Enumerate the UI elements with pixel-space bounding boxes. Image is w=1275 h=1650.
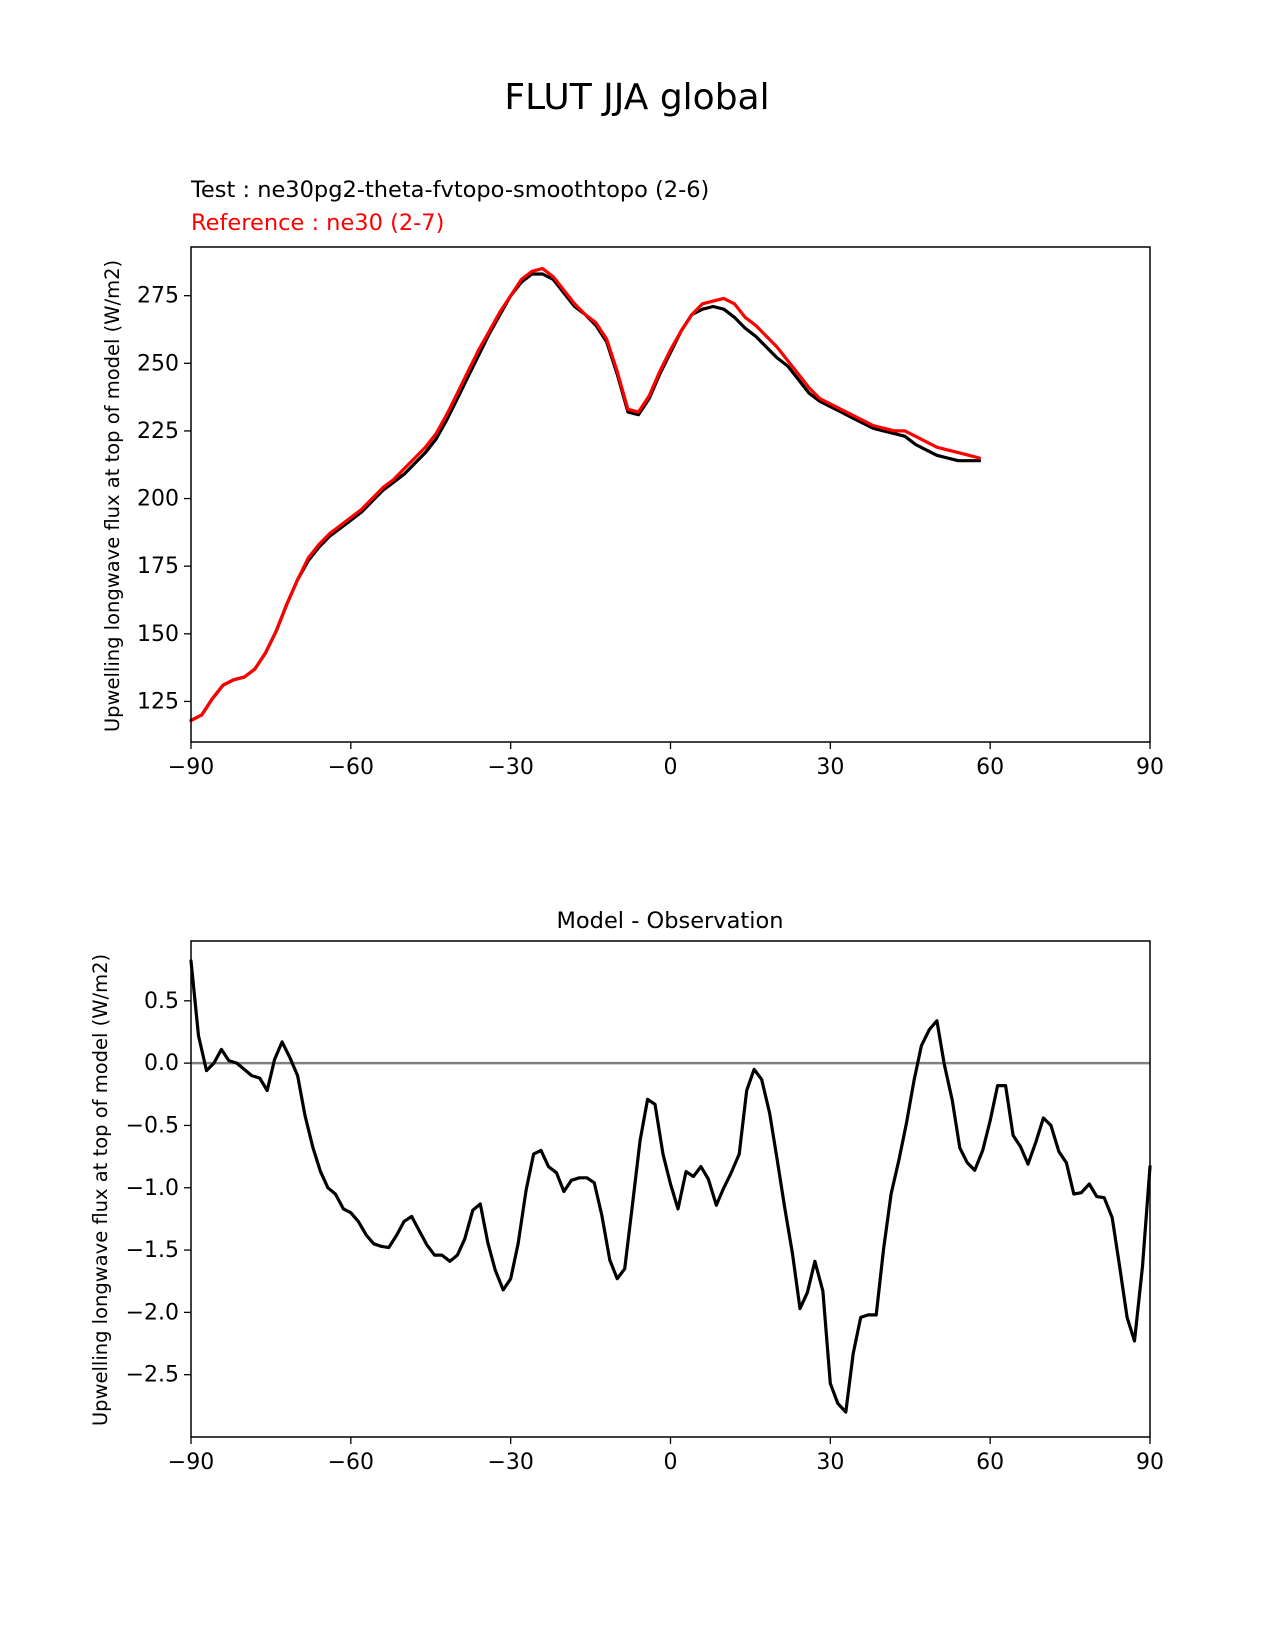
y-tick-label: 250	[137, 351, 179, 376]
y-tick-label: −0.5	[126, 1113, 179, 1138]
y-tick-label: 225	[137, 419, 179, 444]
y-axis-label: Upwelling longwave flux at top of model …	[101, 260, 124, 732]
x-tick-label: 30	[816, 755, 844, 780]
series-line-difference	[189, 959, 1152, 1414]
y-tick-label: 275	[137, 284, 179, 309]
y-tick-label: 0.5	[144, 989, 179, 1014]
x-tick-label: 0	[664, 1450, 678, 1475]
x-tick-label: −90	[168, 1450, 214, 1475]
x-tick-label: 90	[1136, 755, 1164, 780]
y-tick-label: 0.0	[144, 1051, 179, 1076]
x-tick-label: −30	[487, 755, 533, 780]
x-tick-label: 90	[1136, 1450, 1164, 1475]
panel-top-chart: Test : ne30pg2-theta-fvtopo-smoothtopo (…	[101, 177, 1164, 780]
y-tick-label: 175	[137, 554, 179, 579]
series-layer	[189, 267, 982, 723]
x-tick-label: −60	[328, 1450, 374, 1475]
x-tick-label: 60	[976, 1450, 1004, 1475]
y-tick-label: 150	[137, 622, 179, 647]
plot-frame	[190, 246, 1151, 743]
y-tick-label: 200	[137, 487, 179, 512]
reference-label: Reference : ne30 (2-7)	[191, 210, 444, 236]
series-layer	[189, 959, 1152, 1414]
y-tick-label: −1.5	[126, 1238, 179, 1263]
y-axis-label: Upwelling longwave flux at top of model …	[89, 954, 112, 1426]
x-tick-label: 60	[976, 755, 1004, 780]
plot-frame	[190, 940, 1151, 1438]
x-tick-label: −60	[328, 755, 374, 780]
x-tick-label: 30	[816, 1450, 844, 1475]
y-tick-label: −1.0	[126, 1176, 179, 1201]
series-line-reference	[189, 267, 982, 723]
y-tick-label: 125	[137, 689, 179, 714]
y-tick-label: −2.0	[126, 1300, 179, 1325]
x-tick-label: 0	[664, 755, 678, 780]
tick-layer: −90 −60 −30 0 30 60 90 −2.5 −2.0 −1.5 −1.0 −0.5 0.0 0…	[126, 989, 1164, 1475]
x-tick-label: −30	[487, 1450, 533, 1475]
test-label: Test : ne30pg2-theta-fvtopo-smoothtopo (…	[190, 177, 709, 203]
bottom-chart-title: Model - Observation	[557, 908, 784, 934]
panel-bottom-chart: Model - Observation Upwelling longwave f…	[89, 908, 1164, 1475]
figure-title: FLUT JJA global	[504, 77, 769, 118]
tick-layer: −90 −60 −30 0 30 60 90 125 150 175 200 225 250 275	[137, 284, 1164, 780]
x-tick-label: −90	[168, 755, 214, 780]
y-tick-label: −2.5	[126, 1363, 179, 1388]
